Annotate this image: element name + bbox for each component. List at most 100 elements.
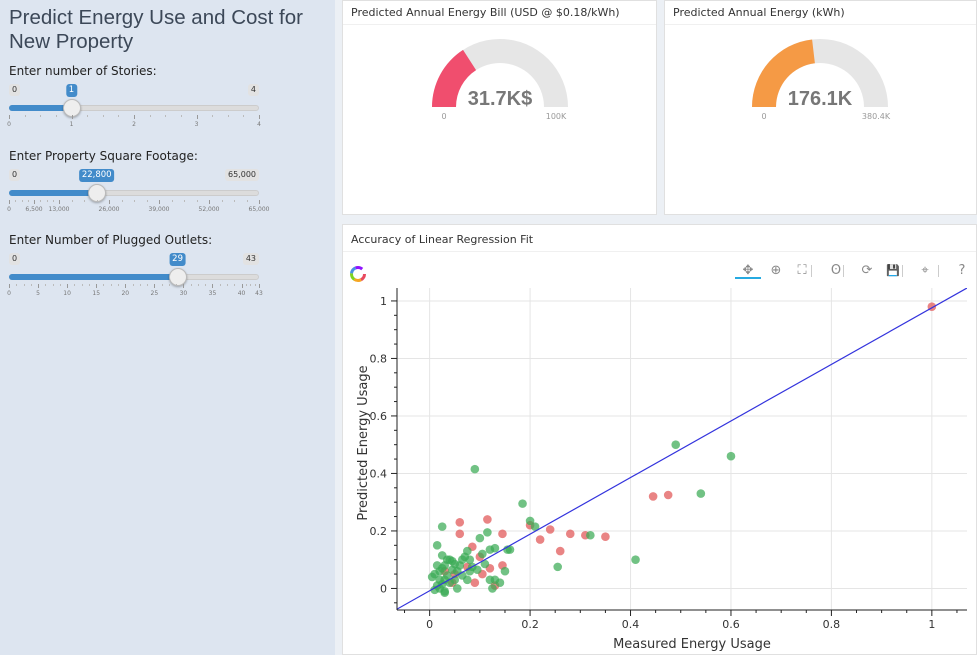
slider-minor-tick bbox=[40, 115, 42, 117]
scatter-point bbox=[480, 559, 490, 569]
square-footage-label: Enter Property Square Footage: bbox=[9, 149, 198, 163]
slider-tick-label: 13,000 bbox=[48, 206, 70, 213]
scatter-point bbox=[696, 489, 706, 498]
lasso-select-icon[interactable]: ʘ bbox=[830, 263, 842, 278]
scatter-point bbox=[465, 555, 475, 564]
scatter-point bbox=[525, 516, 535, 526]
slider-tick-label: 25 bbox=[150, 290, 159, 297]
slider-minor-tick bbox=[171, 200, 173, 202]
scatter-point bbox=[530, 522, 540, 531]
energy-bill-box: Predicted Annual Energy Bill (USD @ $0.1… bbox=[342, 0, 657, 215]
slider-tick bbox=[196, 115, 198, 119]
scatter-point bbox=[545, 525, 555, 534]
scatter-point bbox=[555, 546, 565, 556]
slider-minor-tick bbox=[134, 200, 135, 202]
wheel-zoom-icon[interactable]: ⛶ bbox=[797, 263, 807, 278]
scatter-point bbox=[518, 499, 527, 508]
stories-slider[interactable]: 0 4 1 0 1 2 3 4 bbox=[7, 84, 261, 144]
slider-minor-tick bbox=[246, 200, 248, 202]
slider-minor-tick bbox=[84, 200, 85, 202]
slider-minor-tick bbox=[221, 200, 223, 202]
slider-minor-tick bbox=[118, 284, 119, 286]
gauge-value-label: 176.1K bbox=[788, 88, 853, 110]
slider-ticks: 0 6,500 13,000 26,000 39,000 52,000 65,000 bbox=[7, 200, 270, 220]
slider-tick-label: 43 bbox=[255, 290, 263, 297]
slider-minor-tick bbox=[190, 284, 192, 286]
scatter-point bbox=[671, 440, 681, 449]
pan-icon[interactable]: ✥ bbox=[735, 263, 761, 279]
slider-fill bbox=[9, 190, 97, 196]
scatter-point bbox=[478, 549, 487, 559]
box-divider bbox=[665, 24, 976, 25]
slider-tick bbox=[183, 284, 185, 288]
scatter-point bbox=[553, 562, 563, 572]
scatter-point bbox=[452, 584, 462, 593]
slider-max-label: 43 bbox=[242, 253, 259, 265]
slider-minor-tick bbox=[45, 284, 47, 286]
slider-minor-tick bbox=[52, 284, 54, 286]
slider-minor-tick bbox=[15, 200, 17, 202]
slider-tick-label: 1 bbox=[69, 121, 74, 128]
slider-tick bbox=[259, 200, 260, 204]
slider-minor-tick bbox=[103, 284, 105, 286]
slider-tick-label: 6,500 bbox=[25, 206, 43, 213]
slider-tick-label: 0 bbox=[7, 121, 11, 128]
slider-handle[interactable] bbox=[168, 268, 187, 286]
scatter-point bbox=[586, 530, 595, 540]
y-tick-label: 0.2 bbox=[370, 525, 388, 538]
slider-tick bbox=[259, 284, 260, 288]
slider-minor-tick bbox=[245, 284, 247, 286]
slider-tick bbox=[59, 200, 60, 204]
gauge-min-label: 0 bbox=[441, 112, 446, 121]
slider-tick bbox=[67, 284, 69, 288]
scatter-point bbox=[473, 565, 482, 575]
scatter-point bbox=[726, 451, 736, 461]
slider-minor-tick bbox=[180, 115, 182, 117]
scatter-point bbox=[648, 492, 658, 501]
slider-tick bbox=[71, 115, 73, 119]
scatter-point bbox=[432, 541, 442, 550]
scatter-point bbox=[455, 518, 465, 527]
slider-tick-label: 35 bbox=[208, 290, 217, 297]
slider-fill bbox=[9, 105, 72, 111]
reset-icon[interactable]: ⟳ bbox=[861, 263, 873, 278]
slider-tick bbox=[154, 284, 156, 288]
slider-minor-tick bbox=[21, 200, 23, 202]
slider-tick bbox=[109, 200, 110, 204]
save-icon[interactable]: 💾 bbox=[886, 264, 900, 277]
slider-tick bbox=[34, 200, 35, 204]
slider-tick-label: 3 bbox=[194, 121, 199, 128]
bokeh-logo-icon[interactable] bbox=[349, 265, 367, 283]
scatter-point bbox=[485, 545, 495, 554]
plot-toolbar: ✥ ⊕ ⛶ ʘ ⟳ 💾 ⌖? bbox=[343, 259, 977, 283]
slider-minor-tick bbox=[176, 284, 178, 286]
energy-bill-title: Predicted Annual Energy Bill (USD @ $0.1… bbox=[351, 6, 620, 19]
slider-value-label: 22,800 bbox=[78, 169, 115, 182]
y-tick-label: 0 bbox=[380, 582, 387, 595]
slider-tick bbox=[259, 115, 260, 119]
box-zoom-icon[interactable]: ⊕ bbox=[770, 263, 782, 278]
regression-fit-line bbox=[397, 288, 967, 610]
x-tick-label: 0.8 bbox=[823, 618, 841, 631]
plugged-outlets-slider[interactable]: 0 43 29 0 5 10 15 20 25 30 35 40 43 bbox=[7, 253, 263, 313]
gauge-max-label: 100K bbox=[546, 112, 567, 121]
slider-tick-label: 2 bbox=[132, 121, 136, 128]
page-title: Predict Energy Use and Cost for New Prop… bbox=[9, 6, 303, 53]
gauge-value-arc bbox=[752, 39, 815, 107]
scatter-point bbox=[483, 515, 492, 524]
slider-min-label: 0 bbox=[9, 169, 21, 181]
toolbar-separator bbox=[811, 265, 812, 277]
slider-minor-tick bbox=[40, 200, 42, 202]
slider-minor-tick bbox=[27, 200, 29, 202]
slider-fill bbox=[9, 274, 178, 280]
hover-icon[interactable]: ⌖ bbox=[921, 263, 929, 278]
regression-scatter-plot[interactable]: 0 0.2 0.4 0.6 0.8 1 0 0.2 0.4 0.6 0.8 1 Measured Ene… bbox=[343, 283, 977, 655]
slider-minor-tick bbox=[46, 200, 48, 202]
scatter-point bbox=[535, 535, 545, 544]
help-icon[interactable]: ? bbox=[958, 263, 966, 278]
gauge-max-label: 380.4K bbox=[862, 112, 891, 121]
scatter-point bbox=[450, 559, 460, 569]
square-footage-slider[interactable]: 0 65,000 22,800 0 6,500 13,000 26,000 39,000 52,… bbox=[7, 169, 270, 229]
toolbar-separator bbox=[843, 265, 844, 277]
scatter-point bbox=[432, 561, 442, 570]
